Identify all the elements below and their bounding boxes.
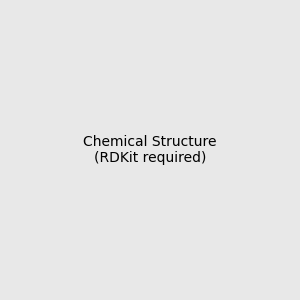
- Text: Chemical Structure
(RDKit required): Chemical Structure (RDKit required): [83, 135, 217, 165]
